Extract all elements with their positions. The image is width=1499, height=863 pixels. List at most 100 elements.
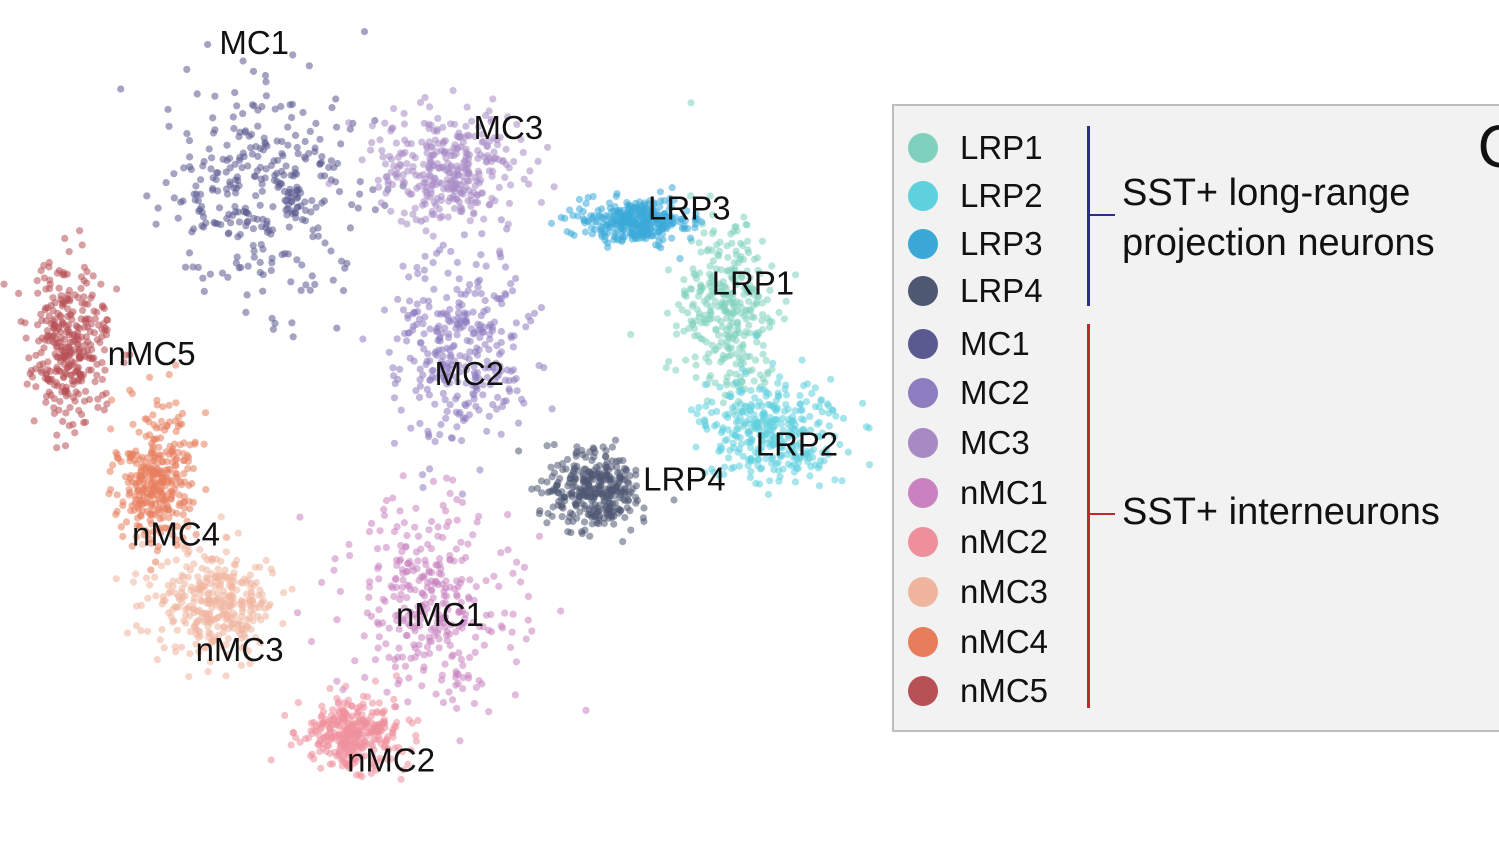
point-mc2 <box>399 262 407 270</box>
point-mc1 <box>229 113 237 121</box>
point-lrp1 <box>706 192 714 200</box>
point-nmc3 <box>137 627 145 635</box>
point-nmc5 <box>76 227 84 235</box>
point-mc2 <box>441 396 449 404</box>
point-nmc1 <box>485 708 493 716</box>
point-lrp1 <box>663 309 672 317</box>
point-mc3 <box>411 204 419 212</box>
point-lrp1 <box>690 324 699 332</box>
point-mc3 <box>390 162 398 170</box>
point-mc1 <box>284 141 292 149</box>
point-mc2 <box>425 303 433 311</box>
point-lrp4 <box>533 484 542 492</box>
point-nmc2 <box>342 682 350 690</box>
point-lrp4 <box>543 442 551 450</box>
point-mc1 <box>369 186 377 194</box>
point-nmc5 <box>80 263 88 271</box>
point-nmc2 <box>339 717 347 725</box>
point-mc2 <box>397 406 405 414</box>
point-lrp1 <box>724 253 732 262</box>
legend-swatch <box>908 676 938 706</box>
point-nmc5 <box>93 360 101 368</box>
point-mc3 <box>502 160 510 169</box>
point-lrp4 <box>554 488 562 496</box>
point-lrp1 <box>709 257 717 265</box>
point-lrp1 <box>708 292 716 300</box>
point-mc1 <box>249 225 257 233</box>
point-lrp3 <box>588 224 596 232</box>
point-mc2 <box>443 294 451 302</box>
point-lrp3 <box>635 198 644 206</box>
point-lrp1 <box>759 350 767 358</box>
point-mc1 <box>241 128 249 136</box>
point-nmc3 <box>193 618 201 626</box>
point-nmc4 <box>161 426 169 434</box>
point-nmc1 <box>482 577 490 585</box>
point-nmc5 <box>79 306 87 314</box>
point-mc2 <box>447 434 455 442</box>
point-nmc5 <box>55 284 63 292</box>
point-mc1 <box>204 40 212 49</box>
point-nmc1 <box>466 576 474 584</box>
point-lrp2 <box>817 397 825 405</box>
legend-swatch <box>908 627 938 657</box>
point-nmc1 <box>434 532 442 540</box>
point-nmc1 <box>399 576 407 584</box>
point-mc2 <box>500 397 508 405</box>
point-mc2 <box>453 423 461 431</box>
point-nmc1 <box>376 527 384 535</box>
point-nmc5 <box>59 271 67 279</box>
point-nmc1 <box>391 663 399 671</box>
point-lrp4 <box>595 517 603 525</box>
point-mc1 <box>258 180 266 188</box>
point-mc2 <box>473 344 481 352</box>
point-lrp2 <box>776 373 784 381</box>
point-mc3 <box>440 185 448 193</box>
point-nmc5 <box>53 363 61 371</box>
point-mc2 <box>462 318 470 326</box>
point-nmc1 <box>480 641 488 649</box>
point-nmc3 <box>157 562 166 570</box>
point-nmc3 <box>208 555 216 563</box>
point-nmc2 <box>353 733 361 741</box>
point-lrp2 <box>776 443 785 452</box>
point-mc3 <box>477 189 485 197</box>
point-nmc4 <box>126 474 134 482</box>
point-lrp3 <box>632 220 640 229</box>
point-mc1 <box>252 192 260 200</box>
point-mc2 <box>385 348 393 356</box>
point-mc1 <box>165 122 173 130</box>
point-lrp1 <box>627 330 635 339</box>
point-mc3 <box>471 182 479 190</box>
point-nmc2 <box>343 700 352 709</box>
point-mc3 <box>525 180 533 188</box>
series-lrp4 <box>515 436 678 546</box>
point-nmc4 <box>157 417 166 425</box>
point-lrp1 <box>729 274 737 282</box>
point-nmc5 <box>74 335 83 343</box>
point-lrp2 <box>859 399 867 407</box>
point-lrp2 <box>762 392 770 400</box>
point-lrp1 <box>746 274 754 282</box>
point-nmc4 <box>137 472 145 480</box>
point-lrp1 <box>782 297 790 305</box>
point-lrp1 <box>766 323 774 331</box>
point-nmc1 <box>382 640 390 648</box>
point-mc2 <box>512 375 520 383</box>
point-lrp2 <box>756 446 765 454</box>
point-lrp2 <box>773 405 781 413</box>
point-nmc1 <box>363 609 371 617</box>
point-mc3 <box>462 145 470 153</box>
point-lrp2 <box>814 464 823 472</box>
point-lrp2 <box>836 440 844 449</box>
point-mc3 <box>399 177 407 185</box>
point-lrp2 <box>820 457 828 465</box>
point-lrp3 <box>629 208 637 216</box>
point-mc1 <box>117 85 125 93</box>
point-lrp4 <box>629 485 637 493</box>
point-lrp2 <box>779 426 787 434</box>
point-lrp2 <box>708 398 716 406</box>
point-nmc4 <box>107 425 115 433</box>
point-mc2 <box>527 317 535 325</box>
point-mc1 <box>185 249 194 257</box>
